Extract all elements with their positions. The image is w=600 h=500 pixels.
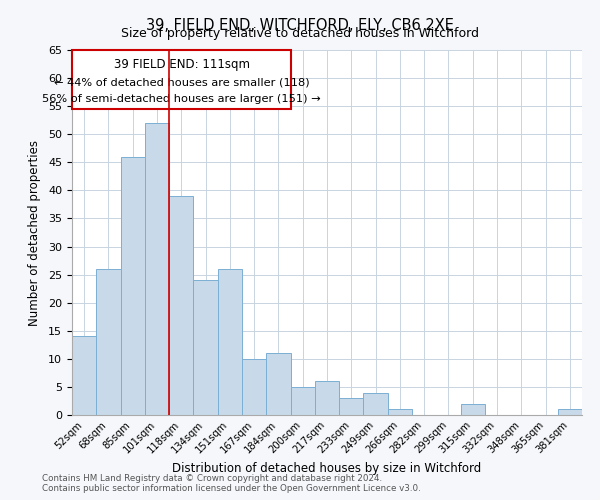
Bar (364, 392, 388, 415)
Text: 39, FIELD END, WITCHFORD, ELY, CB6 2XE: 39, FIELD END, WITCHFORD, ELY, CB6 2XE (146, 18, 454, 32)
X-axis label: Distribution of detached houses by size in Witchford: Distribution of detached houses by size … (172, 462, 482, 475)
Text: 56% of semi-detached houses are larger (151) →: 56% of semi-detached houses are larger (… (42, 94, 321, 104)
Bar (218, 269, 242, 415)
Bar (558, 410, 582, 415)
Text: Contains HM Land Registry data © Crown copyright and database right 2024.: Contains HM Land Registry data © Crown c… (42, 474, 382, 483)
Bar (169, 196, 193, 415)
Bar (339, 398, 364, 415)
Bar (121, 156, 145, 415)
FancyBboxPatch shape (73, 50, 290, 109)
Y-axis label: Number of detached properties: Number of detached properties (28, 140, 41, 326)
Text: 39 FIELD END: 111sqm: 39 FIELD END: 111sqm (113, 58, 250, 70)
Text: Size of property relative to detached houses in Witchford: Size of property relative to detached ho… (121, 28, 479, 40)
Bar (266, 353, 290, 415)
Bar (388, 410, 412, 415)
Bar (290, 387, 315, 415)
Text: Contains public sector information licensed under the Open Government Licence v3: Contains public sector information licen… (42, 484, 421, 493)
Bar (315, 382, 339, 415)
Bar (145, 123, 169, 415)
Bar (461, 404, 485, 415)
Text: ← 44% of detached houses are smaller (118): ← 44% of detached houses are smaller (11… (54, 77, 310, 87)
Bar (193, 280, 218, 415)
Bar (242, 359, 266, 415)
Bar (96, 269, 121, 415)
Bar (72, 336, 96, 415)
